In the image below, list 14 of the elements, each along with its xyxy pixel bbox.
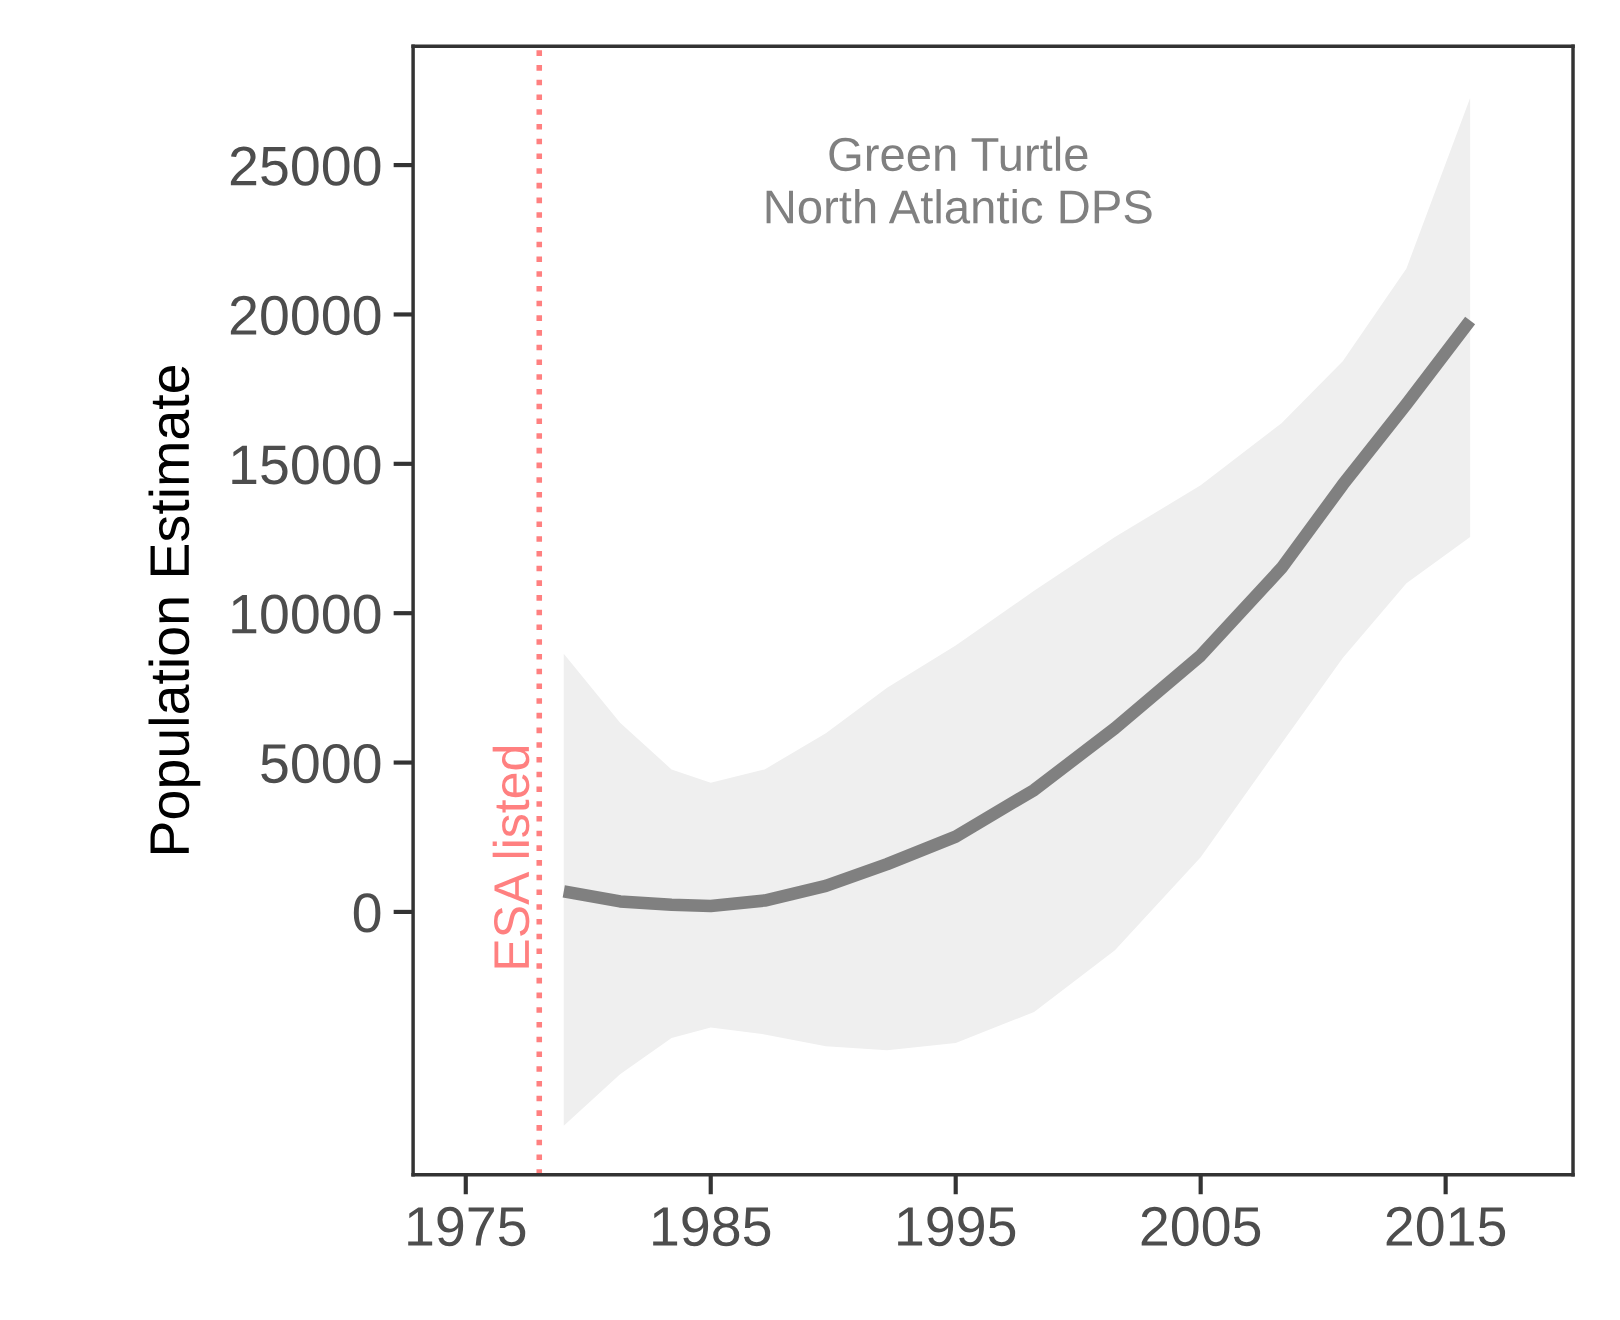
y-tick-label: 0 — [353, 893, 381, 933]
x-tick-label: 2015 — [1386, 1206, 1506, 1247]
y-tick-label: 10000 — [232, 594, 381, 634]
annotation: Green Turtle North Atlantic DPS — [766, 136, 1152, 224]
x-tick-label: 1995 — [898, 1206, 1016, 1247]
y-tick-label: 5000 — [261, 743, 381, 784]
x-tick-label: 1975 — [408, 1206, 526, 1247]
x-tick-label: 1985 — [653, 1206, 771, 1247]
y-tick-label: 20000 — [230, 295, 381, 336]
y-axis-title: Population Estimate — [148, 365, 201, 853]
y-tick-label: 25000 — [230, 146, 381, 186]
x-tick-label: 2005 — [1141, 1206, 1261, 1247]
y-tick-label: 15000 — [232, 445, 381, 485]
ref-line-label: ESA listed — [492, 746, 530, 968]
